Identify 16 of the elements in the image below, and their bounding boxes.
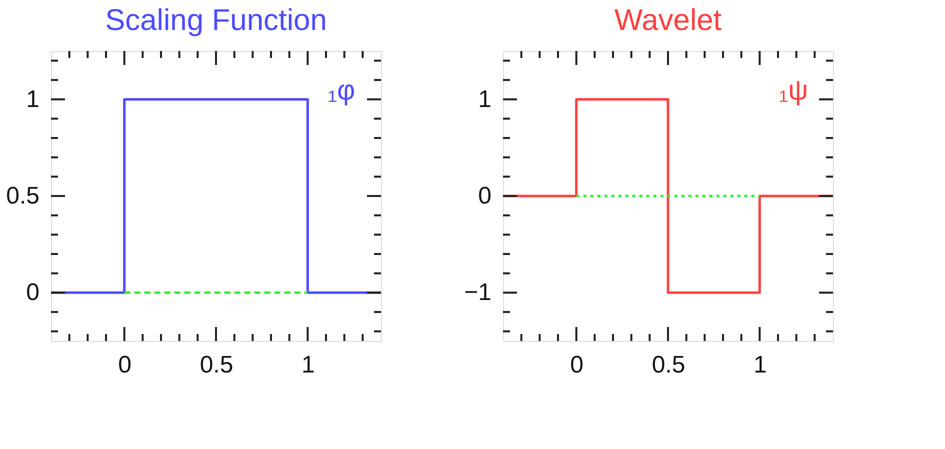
x-tick-label: 0.5 [652,352,686,378]
chart-title: Scaling Function [105,4,327,37]
x-tick-label: 1 [753,352,767,378]
y-tick-label: 0 [26,279,40,306]
x-tick-label: 0.5 [200,352,234,378]
text: ₁ψ [778,74,808,106]
y-tick-label: −1 [464,279,492,306]
y-tick-label: 1 [478,86,492,113]
y-tick-label: 0 [478,182,492,210]
x-tick-label: 1 [301,352,315,378]
y-tick-label: 1 [26,86,40,113]
y-tick-label: 0.5 [6,182,40,210]
chart-title: Wavelet [614,4,722,37]
x-tick-label: 0 [118,352,132,378]
x-tick-label: 0 [570,352,584,378]
series-label: ₁φ [328,74,356,106]
